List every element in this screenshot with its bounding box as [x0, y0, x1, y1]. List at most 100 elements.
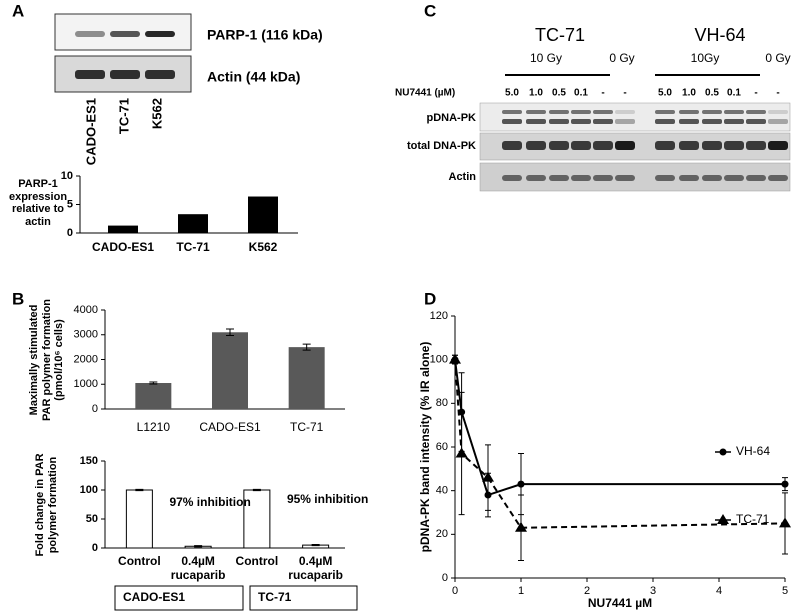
panel-label: D — [424, 289, 436, 308]
blot-band — [571, 175, 591, 181]
y-tick-label: 10 — [61, 170, 73, 182]
marker — [779, 517, 791, 528]
x-tick-label: 0.4µM rucaparib — [170, 554, 226, 582]
annotation: 97% inhibition — [169, 495, 250, 509]
panel-label: B — [12, 289, 24, 308]
annotation: 95% inhibition — [287, 492, 368, 506]
blot-band — [75, 70, 105, 79]
blot-band — [145, 70, 175, 79]
concentration-label: 0.5 — [552, 88, 566, 99]
blot-band — [724, 110, 744, 114]
concentration-label: 1.0 — [682, 88, 696, 99]
concentration-label: - — [754, 88, 757, 99]
error-bar — [252, 488, 261, 492]
y-tick-label: 0 — [442, 572, 448, 584]
concentration-label: 5.0 — [658, 88, 672, 99]
marker — [482, 471, 494, 482]
x-tick-label: 4 — [716, 585, 722, 597]
legend-label: TC-71 — [736, 512, 770, 526]
y-axis-label: PARP-1 expression relative to actin — [8, 178, 68, 228]
blot-band — [702, 119, 722, 124]
blot-band — [593, 119, 613, 124]
blot-row-label: Actin (44 kDa) — [207, 69, 300, 85]
blot-row-label: pDNA-PK — [427, 112, 477, 124]
legend-marker — [717, 514, 729, 524]
blot-band — [75, 31, 105, 37]
error-bar — [226, 328, 234, 336]
x-tick-label: 5 — [782, 585, 788, 597]
error-bar — [311, 544, 320, 547]
blot-band — [655, 119, 675, 124]
marker — [515, 521, 527, 532]
error-bar — [302, 343, 311, 351]
x-tick-label: CADO-ES1 — [92, 240, 154, 254]
blot-band — [615, 141, 635, 150]
y-tick-label: 2000 — [74, 353, 98, 365]
blot-band — [110, 31, 140, 37]
bar — [135, 383, 172, 409]
error-bar — [149, 381, 158, 385]
blot-band — [526, 141, 546, 150]
x-tick-label: 0 — [452, 585, 458, 597]
bar — [243, 489, 271, 549]
blot-band — [724, 175, 744, 181]
lane-label: CADO-ES1 — [83, 98, 98, 165]
blot-band — [655, 175, 675, 181]
concentration-label: 0.1 — [574, 88, 588, 99]
blot-band — [593, 175, 613, 181]
blot-band — [593, 110, 613, 114]
blot-band — [615, 119, 635, 124]
concentration-label: - — [776, 88, 779, 99]
blot-band — [702, 110, 722, 114]
x-tick-label: TC-71 — [290, 420, 324, 434]
group-label: CADO-ES1 — [123, 590, 185, 604]
blot-band — [502, 110, 522, 114]
y-tick-label: 120 — [430, 310, 448, 322]
y-axis-label: Maximally stimulated PAR polymer formati… — [28, 298, 66, 422]
y-tick-label: 0 — [92, 403, 98, 415]
x-axis-label: NU7441 µM — [588, 596, 652, 610]
bar — [248, 196, 278, 233]
y-tick-label: 20 — [436, 528, 448, 540]
y-axis-label: Fold change in PAR polymer formation — [34, 453, 59, 557]
y-tick-label: 1000 — [74, 378, 98, 390]
series-line — [454, 359, 786, 529]
group-box — [249, 585, 358, 611]
bar — [178, 214, 208, 233]
y-tick-label: 40 — [436, 485, 448, 497]
blot-band — [768, 110, 788, 114]
blot-band — [746, 110, 766, 114]
y-tick-label: 150 — [80, 455, 98, 467]
blot-row-label: PARP-1 (116 kDa) — [207, 27, 323, 43]
error-bar — [135, 488, 144, 492]
blot-row-label: total DNA-PK — [407, 140, 476, 152]
blot-band — [110, 70, 140, 79]
x-tick-label: Control — [118, 554, 161, 568]
series-line — [454, 359, 785, 497]
blot-band — [571, 110, 591, 114]
y-tick-label: 80 — [436, 397, 448, 409]
x-tick-label: TC-71 — [176, 240, 210, 254]
marker — [455, 447, 468, 458]
blot-band — [655, 110, 675, 114]
dose-label: 0 Gy — [765, 51, 790, 65]
concentration-label: 0.5 — [705, 88, 719, 99]
blot-band — [593, 141, 613, 150]
y-tick-label: 4000 — [74, 304, 98, 316]
dose-label: 10Gy — [691, 51, 720, 65]
y-tick-label: 100 — [80, 484, 98, 496]
marker — [517, 480, 525, 488]
x-tick-label: 2 — [584, 585, 590, 597]
y-tick-label: 100 — [430, 354, 448, 366]
blot-band — [679, 175, 699, 181]
y-axis-label: pDNA-PK band intensity (% IR alone) — [418, 342, 432, 553]
panel-label: A — [12, 1, 24, 20]
blot-row — [479, 102, 791, 132]
blot-band — [145, 31, 175, 37]
blot-band — [502, 141, 522, 150]
x-tick-label: L1210 — [137, 420, 171, 434]
y-tick-label: 0 — [92, 542, 98, 554]
blot-band — [702, 141, 722, 150]
lane-label: K562 — [149, 98, 164, 129]
blot-band — [679, 119, 699, 124]
